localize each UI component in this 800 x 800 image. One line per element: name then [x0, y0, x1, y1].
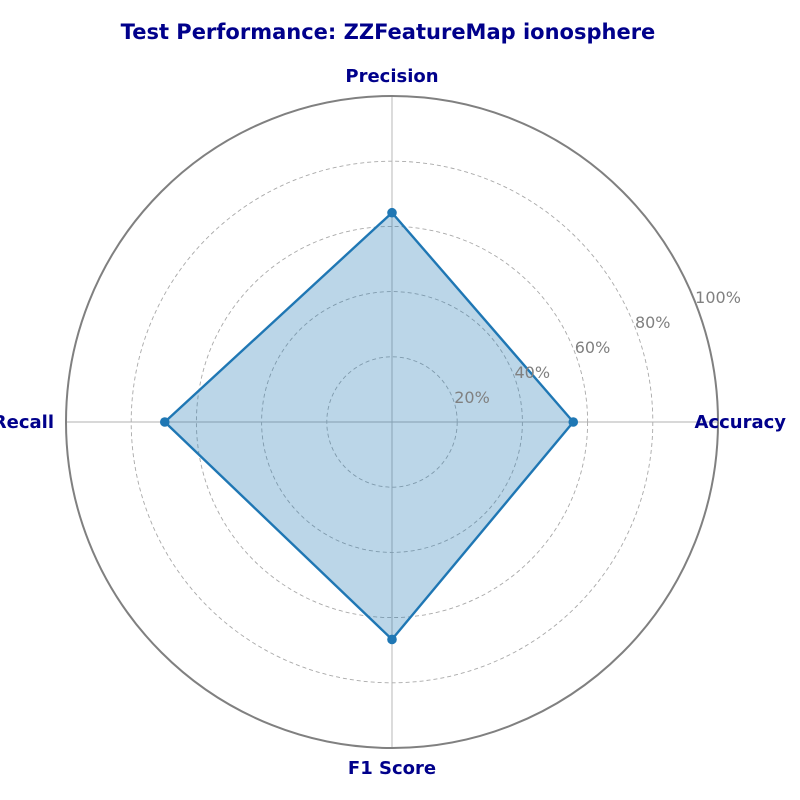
data-point-precision: [387, 207, 397, 218]
r-tick-label: 20%: [454, 388, 490, 407]
r-tick-label: 60%: [575, 338, 611, 357]
labels: 20% 40% 60% 80% 100% Accuracy Precision Recall F…: [0, 66, 786, 779]
grid: [65, 95, 719, 749]
axis-label-recall: Recall: [0, 412, 54, 433]
data-layer: [159, 207, 579, 645]
chart-title: Test Performance: ZZFeatureMap ionospher…: [121, 20, 656, 44]
outer-frame: [65, 95, 719, 749]
data-point-recall: [159, 417, 170, 427]
axis-label-accuracy: Accuracy: [694, 412, 786, 433]
series-area: [164, 212, 574, 640]
r-tick-label: 80%: [635, 313, 671, 332]
data-point-f1-score: [387, 634, 397, 645]
axis-label-f1-score: F1 Score: [348, 758, 436, 779]
r-tick-label: 40%: [514, 363, 550, 382]
r-tick-label: 100%: [695, 288, 741, 307]
data-point-accuracy: [568, 417, 579, 427]
axis-label-precision: Precision: [345, 66, 438, 87]
